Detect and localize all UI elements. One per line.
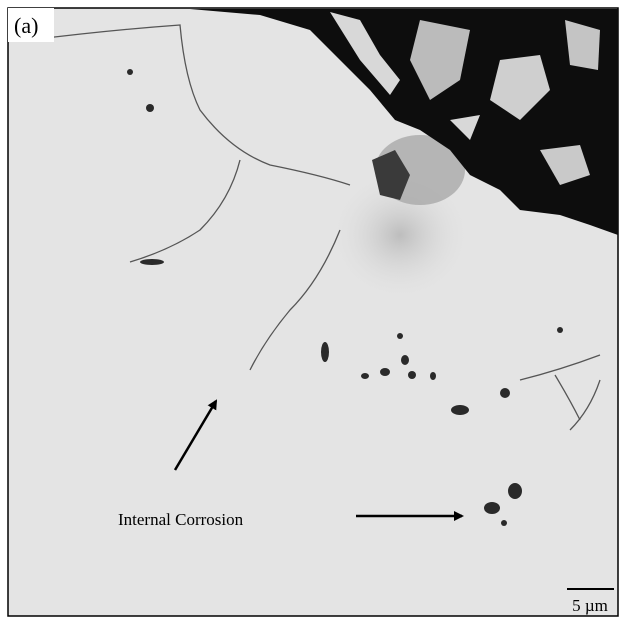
micrograph: (a) Internal Corrosion 5 µm — [0, 0, 625, 624]
panel-label: (a) — [14, 13, 38, 38]
page: (a) Internal Corrosion 5 µm (() => { con… — [0, 0, 625, 624]
scale-bar-label: 5 µm — [572, 596, 608, 615]
annotation: Internal Corrosion — [118, 510, 244, 529]
